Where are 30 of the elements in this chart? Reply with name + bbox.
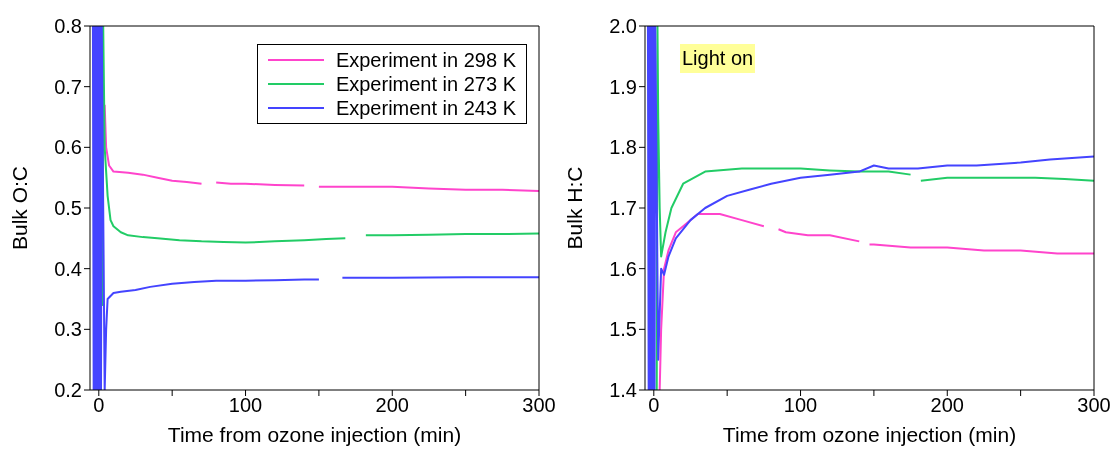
y-tick-label: 0.4	[54, 257, 82, 280]
y-tick-label: 1.9	[609, 75, 637, 98]
y-axis-title: Bulk H:C	[563, 166, 587, 250]
y-tick-label: 1.5	[609, 318, 637, 341]
annotation: Light on	[680, 44, 756, 73]
legend-label: Experiment in 243 K	[335, 96, 516, 120]
y-tick-label: 2.0	[609, 15, 637, 38]
y-tick-label: 1.8	[609, 136, 637, 159]
y-tick-label: 0.5	[54, 197, 82, 220]
x-tick-label: 200	[930, 394, 964, 417]
y-tick-label: 0.8	[54, 15, 82, 38]
legend-label: Experiment in 273 K	[335, 72, 516, 96]
x-tick-label: 300	[1077, 394, 1111, 417]
x-tick-label: 100	[228, 394, 263, 417]
y-tick-label: 0.6	[54, 136, 82, 159]
y-tick-label: 1.4	[609, 379, 637, 402]
x-axis-title: Time from ozone injection (min)	[722, 423, 1017, 446]
y-tick-label: 1.6	[609, 257, 637, 280]
y-tick-label: 1.7	[609, 197, 637, 220]
x-tick-label: 0	[648, 394, 660, 417]
legend-label: Experiment in 298 K	[335, 48, 516, 72]
x-axis-title: Time from ozone injection (min)	[167, 423, 462, 446]
y-tick-label: 0.2	[54, 379, 82, 402]
x-tick-label: 0	[93, 394, 105, 417]
x-tick-label: 200	[375, 394, 409, 417]
x-tick-label: 100	[783, 394, 818, 417]
y-tick-label: 0.7	[54, 75, 82, 98]
x-tick-label: 300	[522, 394, 556, 417]
y-tick-label: 0.3	[54, 318, 82, 341]
y-axis-title: Bulk O:C	[8, 165, 32, 251]
